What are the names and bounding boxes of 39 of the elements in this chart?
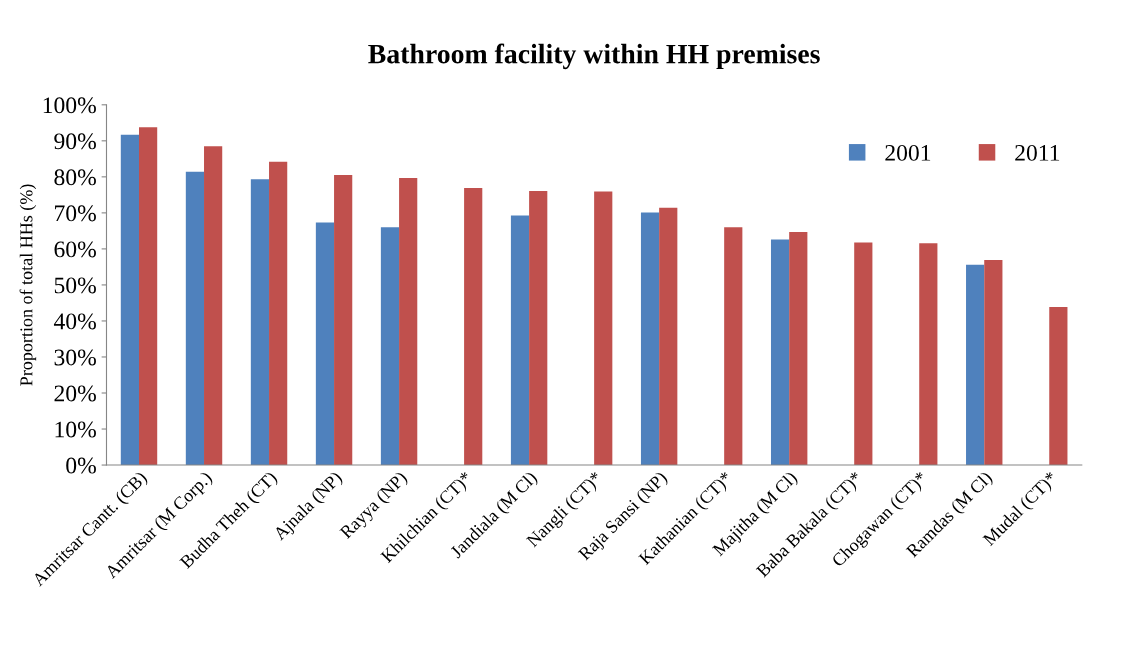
bar	[659, 207, 678, 466]
legend-label: 2011	[1015, 144, 1060, 161]
bar	[770, 239, 790, 466]
y-tick-label: 80%	[54, 169, 96, 186]
bar	[984, 260, 1003, 466]
y-tick-label: 60%	[54, 241, 96, 258]
chart-title: Bathroom facility within HH premises	[368, 43, 820, 70]
bar	[919, 243, 938, 466]
bar	[724, 227, 743, 466]
y-tick-label: 30%	[54, 349, 96, 366]
bar	[250, 179, 270, 466]
bar	[510, 215, 530, 466]
y-tick-label: 50%	[54, 277, 96, 294]
y-tick-label: 90%	[54, 133, 96, 150]
bar	[464, 188, 483, 466]
y-axis-title: Proportion of total HHs (%)	[19, 184, 37, 386]
y-tick-label: 100%	[43, 97, 96, 114]
y-tick-label: 20%	[54, 385, 96, 402]
bar	[315, 222, 335, 466]
bar	[594, 191, 613, 466]
y-tick-label: 0%	[66, 457, 96, 474]
bar	[399, 177, 418, 466]
y-tick-label: 70%	[55, 205, 96, 222]
bar	[1049, 306, 1068, 466]
bar	[120, 134, 139, 466]
legend-label: 2001	[885, 144, 931, 161]
bar	[269, 161, 288, 466]
bar	[139, 127, 158, 466]
bar	[529, 190, 548, 466]
y-tick-label: 40%	[53, 313, 96, 330]
bar	[966, 264, 985, 466]
bar	[204, 146, 223, 466]
bar	[380, 227, 400, 466]
bar	[185, 171, 205, 466]
bar	[789, 231, 808, 466]
bar	[854, 242, 873, 466]
bar	[640, 212, 660, 466]
y-tick-label: 10%	[55, 421, 96, 438]
bar	[334, 175, 353, 466]
